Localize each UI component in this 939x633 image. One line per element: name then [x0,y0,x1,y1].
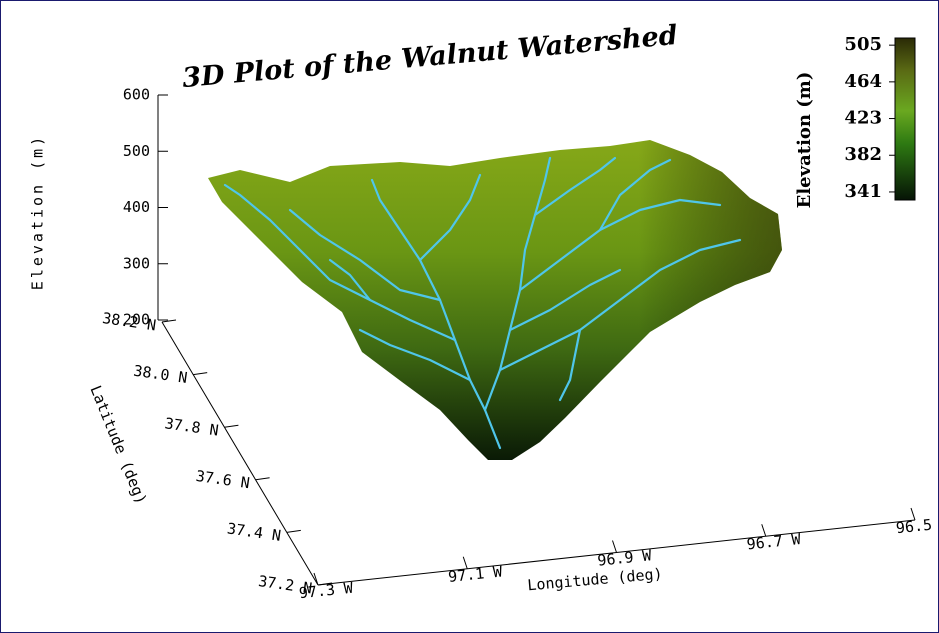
z-tick-label: 400 [123,198,150,216]
colorbar-label: Elevation (m) [794,72,815,209]
z-tick-label: 600 [123,86,150,104]
colorbar-tick-label: 382 [844,144,882,165]
colorbar-tick-label: 341 [844,181,882,202]
z-tick-label: 300 [123,254,150,272]
colorbar-tick-label: 505 [844,34,882,55]
colorbar-tick-label: 423 [844,108,882,129]
z-axis-label: Elevation (m) [29,134,47,290]
z-tick-label: 500 [123,142,150,160]
colorbar [895,38,915,200]
chart: 3D Plot of the Walnut Watershed Elevatio… [0,0,939,633]
colorbar-tick-label: 464 [844,71,882,92]
page: 3D Plot of the Walnut Watershed Elevatio… [0,0,939,633]
